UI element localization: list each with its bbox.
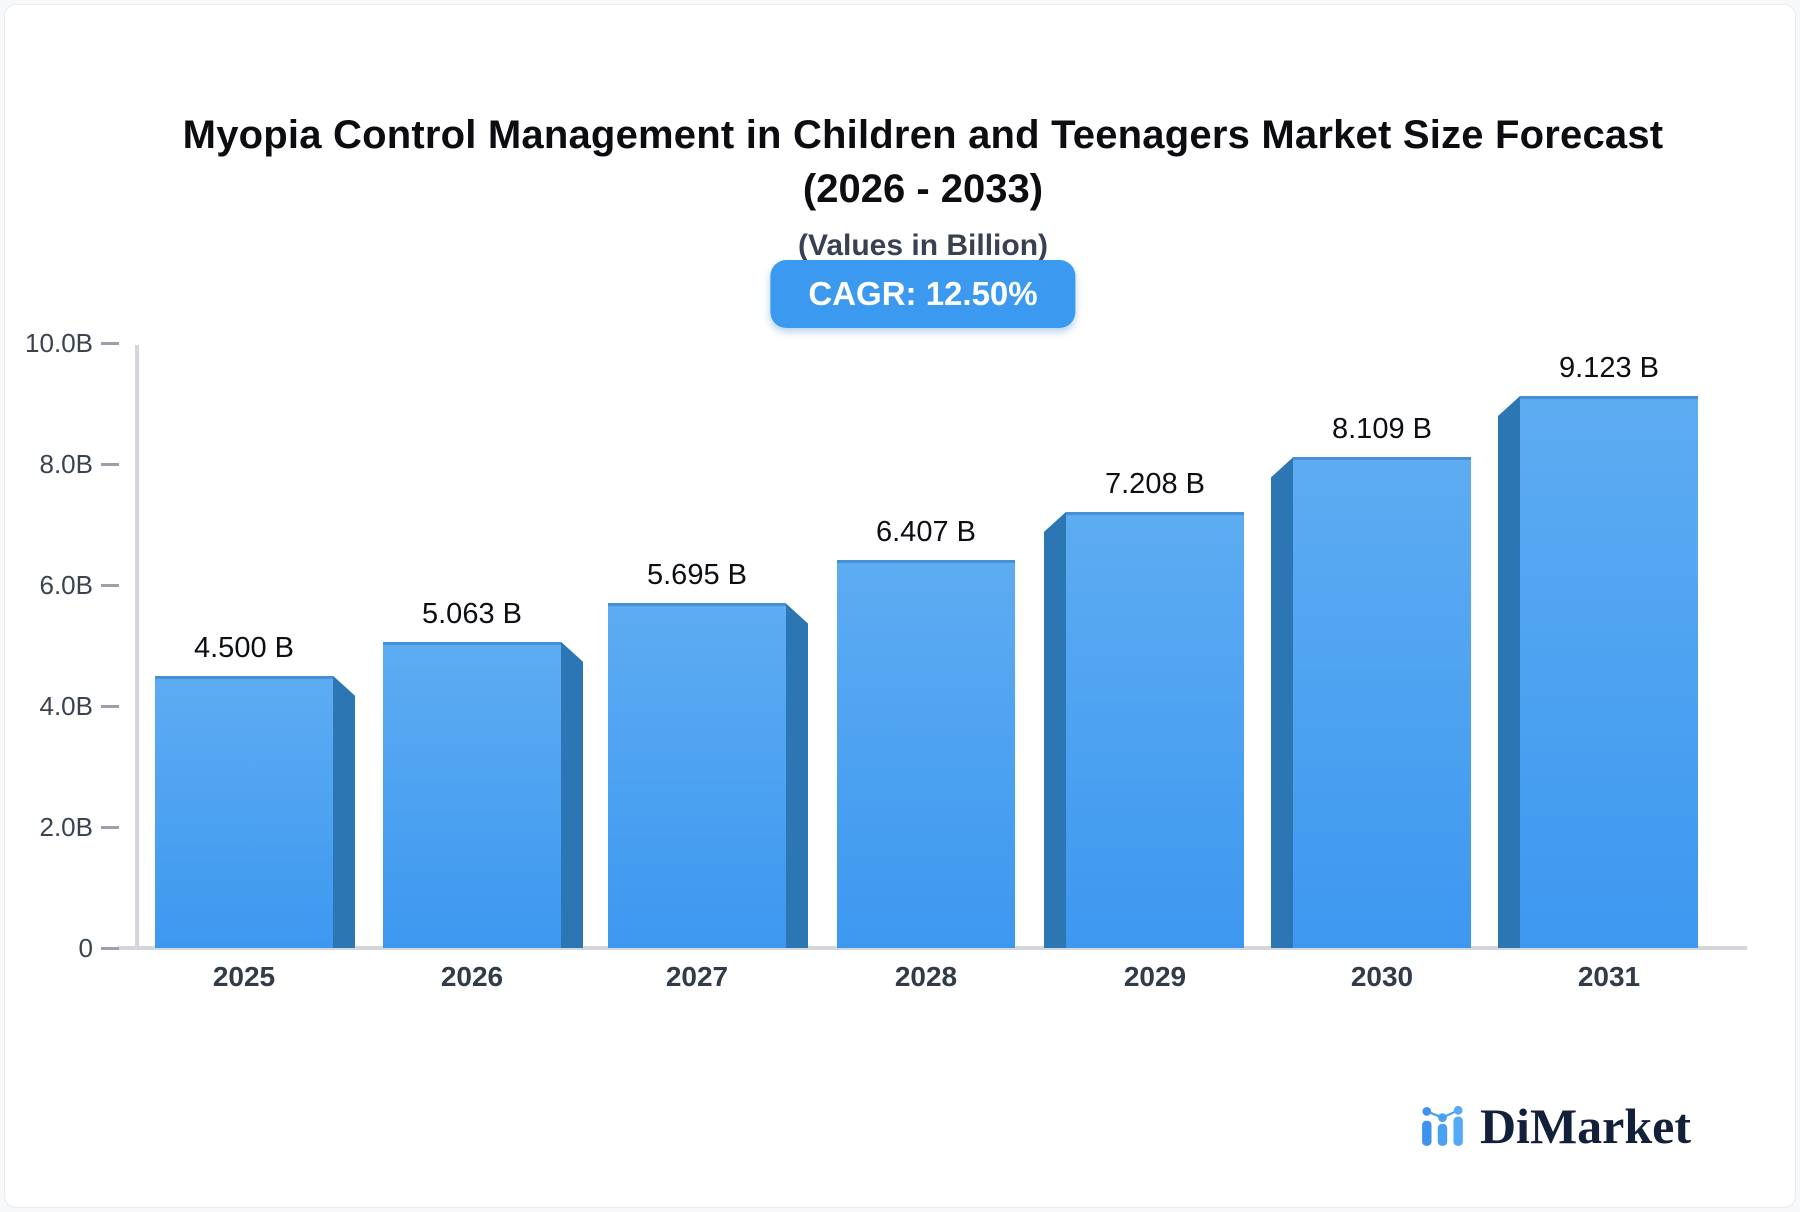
x-axis-line	[118, 946, 1747, 950]
y-axis-tick	[101, 946, 119, 950]
bar-value-label: 7.208 B	[1105, 467, 1205, 500]
bar-side-face	[1271, 457, 1293, 948]
bar-line-chart-icon	[1422, 1106, 1463, 1146]
x-axis-label: 2025	[212, 961, 276, 992]
y-axis-line	[135, 345, 139, 948]
bar-side-face	[1044, 511, 1066, 948]
bar-value-label: 9.123 B	[1559, 352, 1659, 385]
y-axis-tick	[101, 583, 119, 587]
bar	[383, 641, 561, 948]
bar	[155, 675, 333, 948]
bar-side-face	[786, 603, 808, 948]
bar-value-label: 8.109 B	[1332, 413, 1432, 446]
bar	[1520, 396, 1698, 948]
x-axis-label: 2029	[1123, 961, 1187, 992]
dimarket-logo: DiMarket	[1420, 1101, 1691, 1151]
cagr-badge: CAGR: 12.50%	[770, 260, 1076, 328]
chart-subtitle: (Values in Billion)	[797, 229, 1049, 262]
chart-card: Myopia Control Management in Children an…	[4, 4, 1796, 1208]
y-axis-label: 0	[78, 933, 93, 963]
bar	[608, 603, 786, 948]
chart-title-line2: (2026 - 2033)	[802, 167, 1044, 211]
bar	[1293, 457, 1471, 948]
bar-value-label: 5.063 B	[422, 597, 522, 630]
y-axis-label: 10.0B	[25, 328, 93, 358]
y-axis-tick	[101, 704, 119, 708]
logo-wordmark: DiMarket	[1479, 1098, 1691, 1154]
y-axis-label: 2.0B	[39, 812, 94, 842]
y-axis-tick	[101, 341, 119, 345]
y-axis-tick	[101, 462, 119, 466]
bar-side-face	[1498, 396, 1520, 948]
x-axis-label: 2026	[440, 961, 504, 992]
y-axis-label: 6.0B	[39, 570, 94, 600]
bar-side-face	[333, 675, 355, 948]
bar	[1066, 511, 1244, 948]
bar-side-face	[561, 641, 583, 948]
x-axis-label: 2030	[1350, 961, 1414, 992]
x-axis-label: 2027	[665, 961, 729, 992]
y-axis-label: 4.0B	[39, 691, 94, 721]
plot-area: 0 2.0B 4.0B 6.0B 8.0B 10.0B 4.500 B 2025 5.063 B…	[5, 5, 1795, 1207]
x-axis-label: 2031	[1577, 961, 1641, 992]
x-axis-label: 2028	[894, 961, 958, 992]
y-axis-tick	[101, 825, 119, 829]
chart-title-line1: Myopia Control Management in Children an…	[182, 113, 1664, 157]
bar-value-label: 6.407 B	[876, 516, 976, 549]
bar-value-label: 5.695 B	[647, 559, 747, 592]
bar-value-label: 4.500 B	[194, 631, 294, 664]
y-axis-label: 8.0B	[39, 449, 94, 479]
bar	[837, 560, 1015, 948]
